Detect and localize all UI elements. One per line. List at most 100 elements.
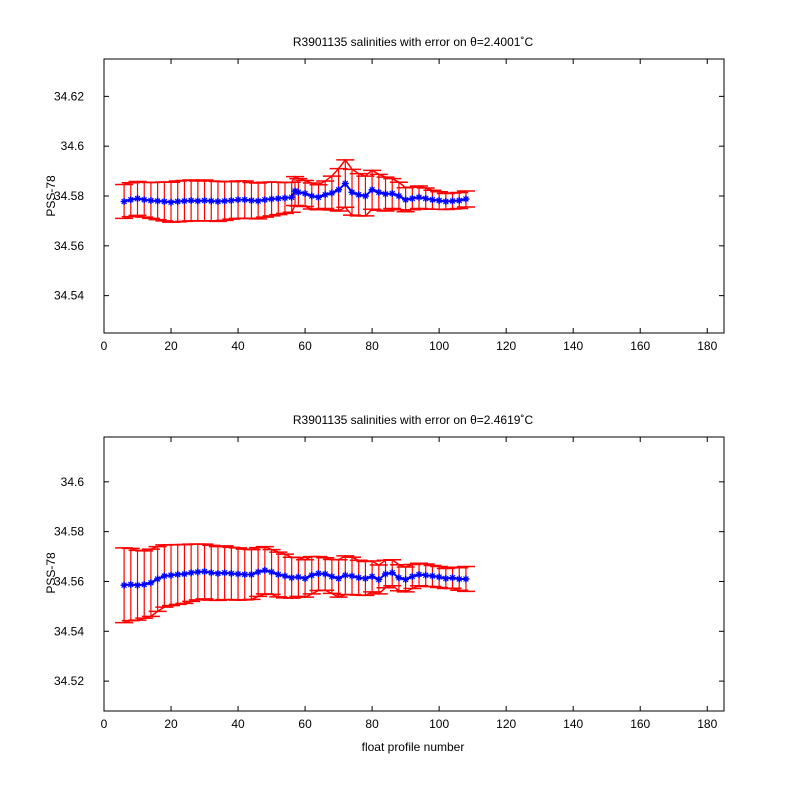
data-point <box>294 188 302 196</box>
data-point <box>442 197 450 205</box>
data-point <box>308 571 316 579</box>
data-point <box>160 572 168 580</box>
data-point <box>187 569 195 577</box>
data-point <box>167 198 175 206</box>
data-point <box>147 196 155 204</box>
x-axis-label: float profile number <box>362 740 465 754</box>
data-point <box>368 186 376 194</box>
data-point <box>174 570 182 578</box>
data-point <box>348 572 356 580</box>
salinity-plot-top: R3901135 salinities with error on θ=2.40… <box>44 35 725 353</box>
data-point <box>268 568 276 576</box>
y-axis-label-top: PSS-78 <box>44 175 58 217</box>
data-point <box>382 570 390 578</box>
data-point <box>194 568 202 576</box>
plot-title-bottom: R3901135 salinities with error on θ=2.46… <box>293 413 534 427</box>
data-point <box>328 572 336 580</box>
data-point <box>227 570 235 578</box>
data-point <box>134 581 142 589</box>
data-point <box>321 191 329 199</box>
x-tick-label: 80 <box>365 339 379 353</box>
data-point <box>227 196 235 204</box>
data-point <box>221 197 229 205</box>
data-point <box>462 575 470 583</box>
data-point <box>375 575 383 583</box>
y-tick-label: 34.58 <box>54 525 84 539</box>
data-point <box>328 189 336 197</box>
x-tick-label: 40 <box>231 717 245 731</box>
error-lower-envelope <box>123 584 467 624</box>
x-tick-label: 140 <box>563 339 583 353</box>
y-tick-label: 34.54 <box>54 624 84 638</box>
data-point <box>221 569 229 577</box>
x-tick-label: 140 <box>563 717 583 731</box>
data-point <box>254 197 262 205</box>
data-point <box>455 575 463 583</box>
x-tick-label: 160 <box>630 339 650 353</box>
data-point <box>301 190 309 198</box>
data-point <box>127 196 135 204</box>
data-point <box>308 192 316 200</box>
data-point <box>241 196 249 204</box>
data-point <box>120 197 128 205</box>
data-point <box>288 193 296 201</box>
data-point <box>261 566 269 574</box>
x-tick-label: 120 <box>496 339 516 353</box>
x-tick-label: 180 <box>697 339 717 353</box>
data-point <box>301 574 309 582</box>
data-point <box>160 197 168 205</box>
x-tick-label: 120 <box>496 717 516 731</box>
y-tick-label: 34.62 <box>54 89 84 103</box>
data-point <box>314 570 322 578</box>
error-lower-envelope <box>123 204 467 223</box>
data-point <box>442 574 450 582</box>
data-point <box>294 573 302 581</box>
x-tick-label: 80 <box>365 717 379 731</box>
data-point <box>120 581 128 589</box>
data-point <box>254 568 262 576</box>
data-point <box>274 194 282 202</box>
plot-frame-bottom <box>103 436 725 712</box>
y-tick-label: 34.54 <box>54 289 84 303</box>
y-tick-label: 34.56 <box>54 239 84 253</box>
x-tick-label: 180 <box>697 717 717 731</box>
data-point <box>314 193 322 201</box>
data-point <box>422 194 430 202</box>
y-axis-label-bottom: PSS-78 <box>44 552 58 594</box>
data-point <box>341 180 349 188</box>
data-point <box>201 568 209 576</box>
data-point <box>348 188 356 196</box>
data-point <box>422 571 430 579</box>
data-point <box>428 196 436 204</box>
data-point <box>194 197 202 205</box>
data-point <box>335 574 343 582</box>
y-tick-label: 34.56 <box>54 574 84 588</box>
data-point <box>241 570 249 578</box>
x-tick-label: 100 <box>429 339 449 353</box>
x-tick-label: 100 <box>429 717 449 731</box>
errorbars-top <box>115 158 475 223</box>
data-point <box>395 192 403 200</box>
data-point <box>388 190 396 198</box>
data-point <box>281 572 289 580</box>
x-tick-label: 160 <box>630 717 650 731</box>
data-point <box>234 570 242 578</box>
data-point <box>281 194 289 202</box>
x-tick-label: 0 <box>101 339 108 353</box>
x-tick-label: 40 <box>231 339 245 353</box>
data-point <box>361 574 369 582</box>
y-tick-label: 34.52 <box>54 674 84 688</box>
x-tick-label: 0 <box>101 717 108 731</box>
data-point <box>180 570 188 578</box>
data-point <box>174 197 182 205</box>
y-tick-label: 34.6 <box>61 475 85 489</box>
data-point <box>428 572 436 580</box>
data-point <box>268 195 276 203</box>
data-point <box>261 196 269 204</box>
data-point <box>375 188 383 196</box>
axis-ticks-bottom: 0 20 40 60 80 100 120 140 160 180 34.52 34.54 34.56 3… <box>54 437 724 731</box>
y-tick-label: 34.6 <box>61 139 85 153</box>
data-point <box>201 196 209 204</box>
data-point <box>368 572 376 580</box>
data-point <box>134 194 142 202</box>
